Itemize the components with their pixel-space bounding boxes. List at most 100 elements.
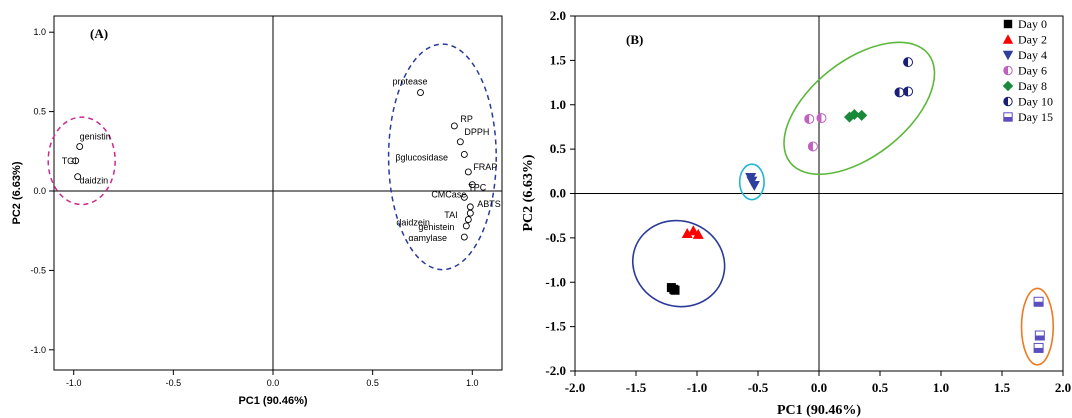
panel-b-y-tick-label: -1.0 [545, 274, 566, 289]
panel-b-cluster-ellipse [783, 41, 936, 176]
panel-b-x-tick-label: -1.5 [626, 380, 647, 395]
panel-a-y-tick-label: 1.0 [33, 27, 46, 37]
panel-b-cluster-ellipse [1020, 287, 1055, 366]
panel-a-point-label: protease [392, 77, 427, 87]
panel-b-x-tick-label: 0.0 [811, 380, 827, 395]
panel-b-y-axis-label: PC2 (6.63%) [521, 154, 536, 231]
panel-a-x-tick-label: 0.0 [267, 378, 280, 388]
panel-a-point [72, 157, 80, 165]
panel-b-point [903, 57, 914, 68]
panel-b-point [856, 109, 868, 121]
panel-b-point [848, 109, 860, 121]
panel-b-point [692, 228, 704, 239]
panel-b-y-tick-label: -1.5 [545, 319, 566, 334]
panel-a-x-axis-label: PC1 (90.46%) [238, 395, 307, 407]
panel-b-legend-label: Day 8 [1018, 79, 1047, 93]
panel-b-x-tick-label: 2.0 [1055, 380, 1071, 395]
panel-a-point-label: TAI [444, 210, 457, 220]
panel-a-point-label: DPPH [464, 127, 489, 137]
panel-a-y-axis-label: PC2 (6.63%) [11, 161, 23, 224]
panel-a-y-tick-label: -1.0 [30, 345, 46, 355]
panel-a-cluster-ellipse-right [387, 43, 497, 271]
panel-b-legend-label: Day 4 [1018, 48, 1047, 62]
panel-a-point [464, 168, 472, 176]
panel-b-point [903, 86, 914, 97]
panel-a-point-label: FRAP [473, 162, 497, 172]
panel-b-y-tick-label: 2.0 [550, 8, 566, 23]
panel-b-x-tick-label: -1.0 [687, 380, 708, 395]
panel-a-point [76, 143, 84, 150]
panel-b-y-tick-label: -0.5 [545, 230, 566, 245]
panel-b-y-tick-label: 0.0 [550, 186, 566, 201]
panel-b-legend-marker [1003, 65, 1013, 76]
panel-b-legend-label: Day 6 [1018, 64, 1047, 78]
panel-b-y-tick-label: -2.0 [545, 363, 566, 378]
panel-b-point [1033, 342, 1044, 353]
panel-b-legend-label: Day 2 [1018, 33, 1047, 47]
panel-a-point-label: αamylase [408, 233, 447, 243]
panel-a-point-label: ABTS [477, 199, 501, 209]
panel-a-point [460, 151, 468, 158]
panel-b-cluster-ellipse [631, 219, 726, 308]
panel-b-legend-marker [1002, 34, 1014, 44]
panel-b-point [816, 113, 827, 124]
panel-a-point [460, 193, 468, 201]
panel-a-point [74, 173, 82, 181]
panel-b-label: (B) [626, 32, 643, 47]
panel-b-point [804, 113, 815, 124]
panel-b-point [1034, 330, 1045, 341]
panel-b-x-tick-label: 0.5 [872, 380, 889, 395]
panel-a-point [456, 138, 464, 146]
panel-a-x-tick-label: 1.0 [466, 378, 479, 388]
panel-a-point-label: CMCase [431, 189, 466, 199]
panel-b-legend-label: Day 15 [1018, 110, 1053, 124]
panel-b-point [681, 227, 693, 238]
panel-a-point-label: TGI [62, 156, 77, 166]
panel-a-point [466, 203, 474, 211]
panel-b-x-tick-label: 1.5 [994, 380, 1011, 395]
panel-b-x-tick-label: -0.5 [748, 380, 769, 395]
panel-b-legend-marker [1002, 50, 1014, 61]
panel-b-legend-marker [1003, 96, 1013, 107]
panel-b-legend-marker [1003, 112, 1013, 122]
panel-b-point [748, 181, 760, 192]
panel-a-frame [53, 15, 503, 371]
panel-a-point [464, 216, 472, 224]
panel-b-legend-label: Day 0 [1018, 17, 1047, 31]
panel-a-point [417, 89, 424, 96]
panel-a-label: (A) [90, 26, 108, 41]
panel-a-x-tick-label: -0.5 [166, 378, 182, 388]
panel-a-point [460, 233, 468, 241]
panel-b-scores-plot: -2.0 -1.5 -1.0 -0.5 0.0 0.5 1.0 1.5 2.0 2.0 1.5 1.… [521, 8, 1071, 418]
panel-a-cluster-ellipse-left [47, 116, 116, 206]
panel-a-point [462, 222, 470, 230]
panel-b-point [894, 87, 905, 98]
panel-b-legend-label: Day 10 [1018, 95, 1053, 109]
panel-b-x-axis-label: PC1 (90.46%) [777, 403, 861, 418]
panel-a-loadings-plot: -1.0 -0.5 0.0 0.5 1.0 1.00.50.0-0.5-1.0 (A) … [11, 15, 503, 407]
panel-a-point [450, 122, 458, 130]
panel-a-x-tick-label: -1.0 [66, 378, 82, 388]
panel-a-point-label: genistin [80, 132, 111, 142]
panel-b-x-tick-label: -2.0 [565, 380, 586, 395]
panel-a-point-label: daidzein [396, 218, 430, 228]
panel-b-y-tick-label: 0.5 [550, 141, 567, 156]
panel-b-point [670, 285, 680, 295]
panel-a-point-label: daidzin [80, 176, 109, 186]
panel-b-point [1033, 296, 1044, 307]
panel-b-cluster-ellipse [738, 163, 765, 201]
panel-b-x-tick-label: 1.0 [933, 380, 949, 395]
panel-a-y-tick-label: 0.5 [33, 107, 46, 117]
panel-a-point [466, 209, 474, 217]
panel-a-y-tick-label: 0.0 [33, 186, 46, 196]
panel-b-y-tick-label: 1.0 [550, 97, 566, 112]
panel-b-point [807, 141, 818, 152]
panel-a-point-label: βglucosidase [395, 152, 448, 162]
panel-a-point-label: genistein [418, 222, 454, 232]
panel-a-point [468, 181, 476, 189]
panel-a-x-tick-label: 0.5 [366, 378, 379, 388]
panel-a-point-label: TPC [468, 183, 487, 193]
panel-a-point-label: RP [460, 114, 473, 124]
